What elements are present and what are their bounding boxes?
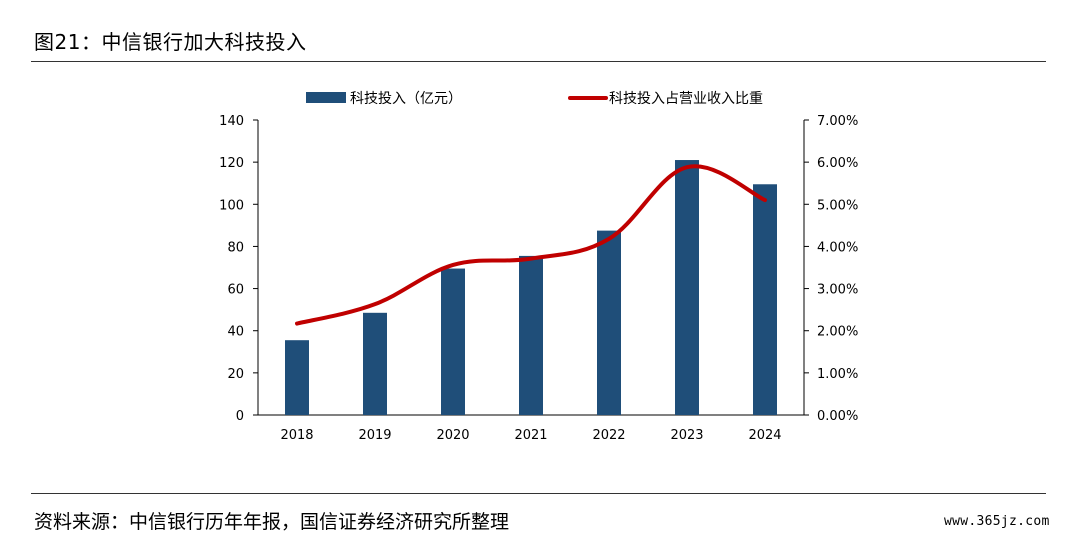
right-tick-label: 5.00% bbox=[817, 198, 858, 213]
legend-line-label: 科技投入占营业收入比重 bbox=[609, 91, 763, 107]
x-tick-label: 2021 bbox=[514, 428, 547, 443]
left-tick-label: 120 bbox=[219, 156, 244, 171]
x-tick-label: 2024 bbox=[748, 428, 781, 443]
x-tick-label: 2018 bbox=[280, 428, 313, 443]
left-tick-label: 40 bbox=[227, 325, 244, 340]
bar-2023 bbox=[675, 160, 699, 415]
x-tick-label: 2019 bbox=[358, 428, 391, 443]
bar-2020 bbox=[441, 268, 465, 415]
right-tick-label: 2.00% bbox=[817, 325, 858, 340]
x-tick-label: 2020 bbox=[436, 428, 469, 443]
legend-bar-swatch bbox=[306, 92, 346, 103]
bars bbox=[285, 160, 777, 415]
bar-2018 bbox=[285, 340, 309, 415]
chart: 0 20 40 60 80 100 120 140 0.00% 1.00% 2.00% 3.00% 4.… bbox=[219, 91, 858, 443]
right-tick-label: 0.00% bbox=[817, 409, 858, 424]
right-tick-label: 1.00% bbox=[817, 367, 858, 382]
bar-2021 bbox=[519, 255, 543, 415]
left-tick-label: 20 bbox=[227, 367, 244, 382]
top-divider bbox=[31, 61, 1046, 62]
source-note: 资料来源：中信银行历年年报，国信证券经济研究所整理 bbox=[34, 511, 510, 533]
x-tick-label: 2023 bbox=[670, 428, 703, 443]
axes: 0 20 40 60 80 100 120 140 0.00% 1.00% 2.00% 3.00% 4.… bbox=[219, 114, 858, 443]
right-tick-label: 4.00% bbox=[817, 240, 858, 255]
left-tick-label: 60 bbox=[227, 283, 244, 298]
bar-2019 bbox=[363, 312, 387, 415]
figure-title: 图21：中信银行加大科技投入 bbox=[34, 30, 307, 54]
bar-2024 bbox=[753, 184, 777, 415]
ratio-line bbox=[295, 164, 767, 326]
left-tick-label: 100 bbox=[219, 198, 244, 213]
right-tick-label: 7.00% bbox=[817, 114, 858, 129]
watermark: www.365jz.com bbox=[944, 514, 1050, 529]
bar-2022 bbox=[597, 230, 621, 415]
right-tick-label: 3.00% bbox=[817, 283, 858, 298]
right-tick-label: 6.00% bbox=[817, 156, 858, 171]
x-tick-label: 2022 bbox=[592, 428, 625, 443]
legend: 科技投入（亿元） 科技投入占营业收入比重 bbox=[306, 91, 763, 107]
left-tick-label: 80 bbox=[227, 240, 244, 255]
left-tick-label: 0 bbox=[236, 409, 244, 424]
left-tick-label: 140 bbox=[219, 114, 244, 129]
legend-bar-label: 科技投入（亿元） bbox=[350, 91, 462, 107]
bottom-divider bbox=[31, 493, 1046, 494]
